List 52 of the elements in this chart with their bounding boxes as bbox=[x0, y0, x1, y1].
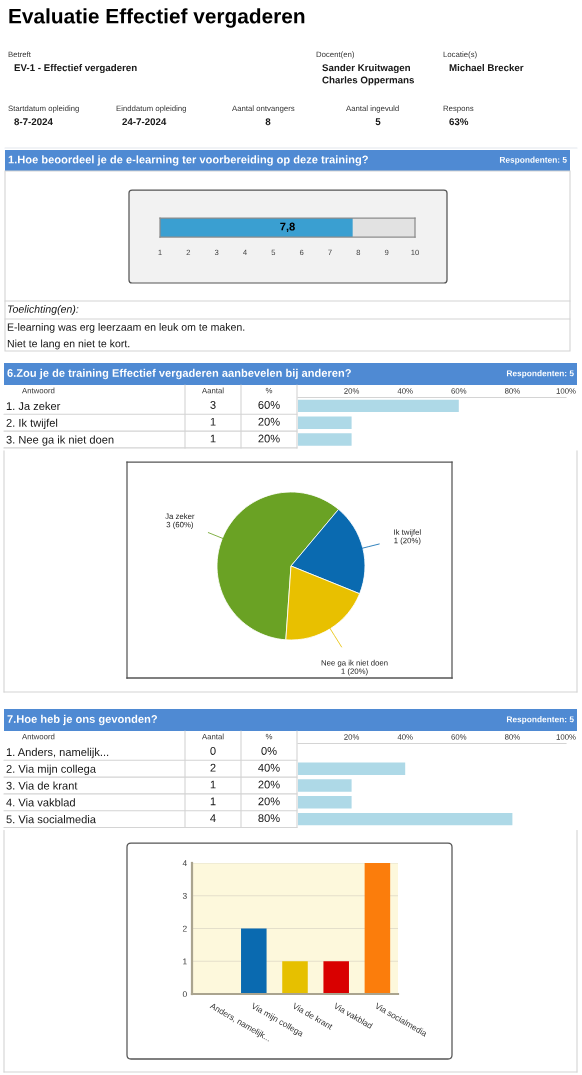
data-label: 20% bbox=[258, 434, 280, 443]
text: 1 bbox=[210, 434, 216, 443]
data-label: 20% bbox=[258, 797, 280, 806]
text: 24-7-2024 bbox=[122, 118, 167, 126]
y-tick-label: 5. Via socialmedia bbox=[6, 815, 96, 824]
data-label: 60% bbox=[258, 401, 280, 409]
text: Sander Kruitwagen Charles Oppermans bbox=[322, 64, 414, 86]
data-label: 20% bbox=[258, 417, 280, 426]
text: 63% bbox=[449, 118, 469, 126]
bar bbox=[323, 961, 349, 994]
y-tick-label: 3 bbox=[182, 892, 187, 899]
text: 8 bbox=[265, 118, 271, 126]
text: 6.Zou je de training Effectief vergaderen aanbevelen bij anderen? bbox=[7, 368, 351, 380]
data-label: 0% bbox=[261, 747, 277, 755]
text: E-learning was erg leerzaam en leuk om te maken. bbox=[7, 323, 245, 333]
chart-subtitle: Respondenten: 5 bbox=[506, 716, 574, 724]
text: Niet te lang en niet te kort. bbox=[7, 339, 130, 350]
y-tick-label: 1 bbox=[183, 958, 187, 965]
text: 8-7-2024 bbox=[14, 118, 53, 126]
chart-title: 1.Hoe beoordeel je de e-learning ter voorbereiding op deze training? bbox=[8, 155, 368, 166]
text: 3 bbox=[210, 401, 216, 409]
y-tick-label: 1. Anders, namelijk... bbox=[6, 747, 109, 759]
text: Michael Brecker bbox=[449, 64, 524, 72]
chart-subtitle: Respondenten: 5 bbox=[506, 370, 574, 378]
text: 1 bbox=[210, 780, 216, 789]
y-tick-label: 4 bbox=[182, 860, 187, 867]
text: 0 bbox=[210, 747, 216, 755]
y-tick-label: 3. Via de krant bbox=[6, 781, 78, 790]
data-label: 40% bbox=[258, 763, 280, 772]
data-label: 20% bbox=[258, 780, 280, 789]
y-tick-label: 1. Ja zeker bbox=[6, 401, 61, 411]
y-tick-label: 2. Ik twijfel bbox=[6, 418, 58, 430]
bar bbox=[282, 961, 308, 994]
text: Toelichting(en): bbox=[7, 305, 79, 315]
y-tick-label: 4. Via vakblad bbox=[6, 798, 75, 807]
text: 1 bbox=[210, 797, 216, 806]
text: 5 bbox=[375, 118, 381, 126]
text: Respondenten: 5 bbox=[499, 156, 567, 165]
data-label: 80% bbox=[258, 814, 280, 823]
text: 4 bbox=[210, 814, 216, 822]
y-tick-label: 3. Nee ga ik niet doen bbox=[6, 435, 114, 446]
y-tick-label: 0 bbox=[182, 991, 187, 998]
y-tick-label: 2. Via mijn collega bbox=[6, 764, 96, 776]
y-tick-label: 2 bbox=[182, 925, 187, 932]
text: 1 bbox=[210, 417, 216, 426]
bar bbox=[364, 863, 391, 994]
bar bbox=[241, 928, 267, 994]
text: Evaluatie Effectief vergaderen bbox=[9, 8, 305, 28]
text: EV-1 - Effectief vergaderen bbox=[14, 64, 137, 74]
text: 2 bbox=[210, 763, 216, 772]
text: 7.Hoe heb je ons gevonden? bbox=[7, 714, 157, 726]
data-label: 7,8 bbox=[280, 222, 295, 233]
